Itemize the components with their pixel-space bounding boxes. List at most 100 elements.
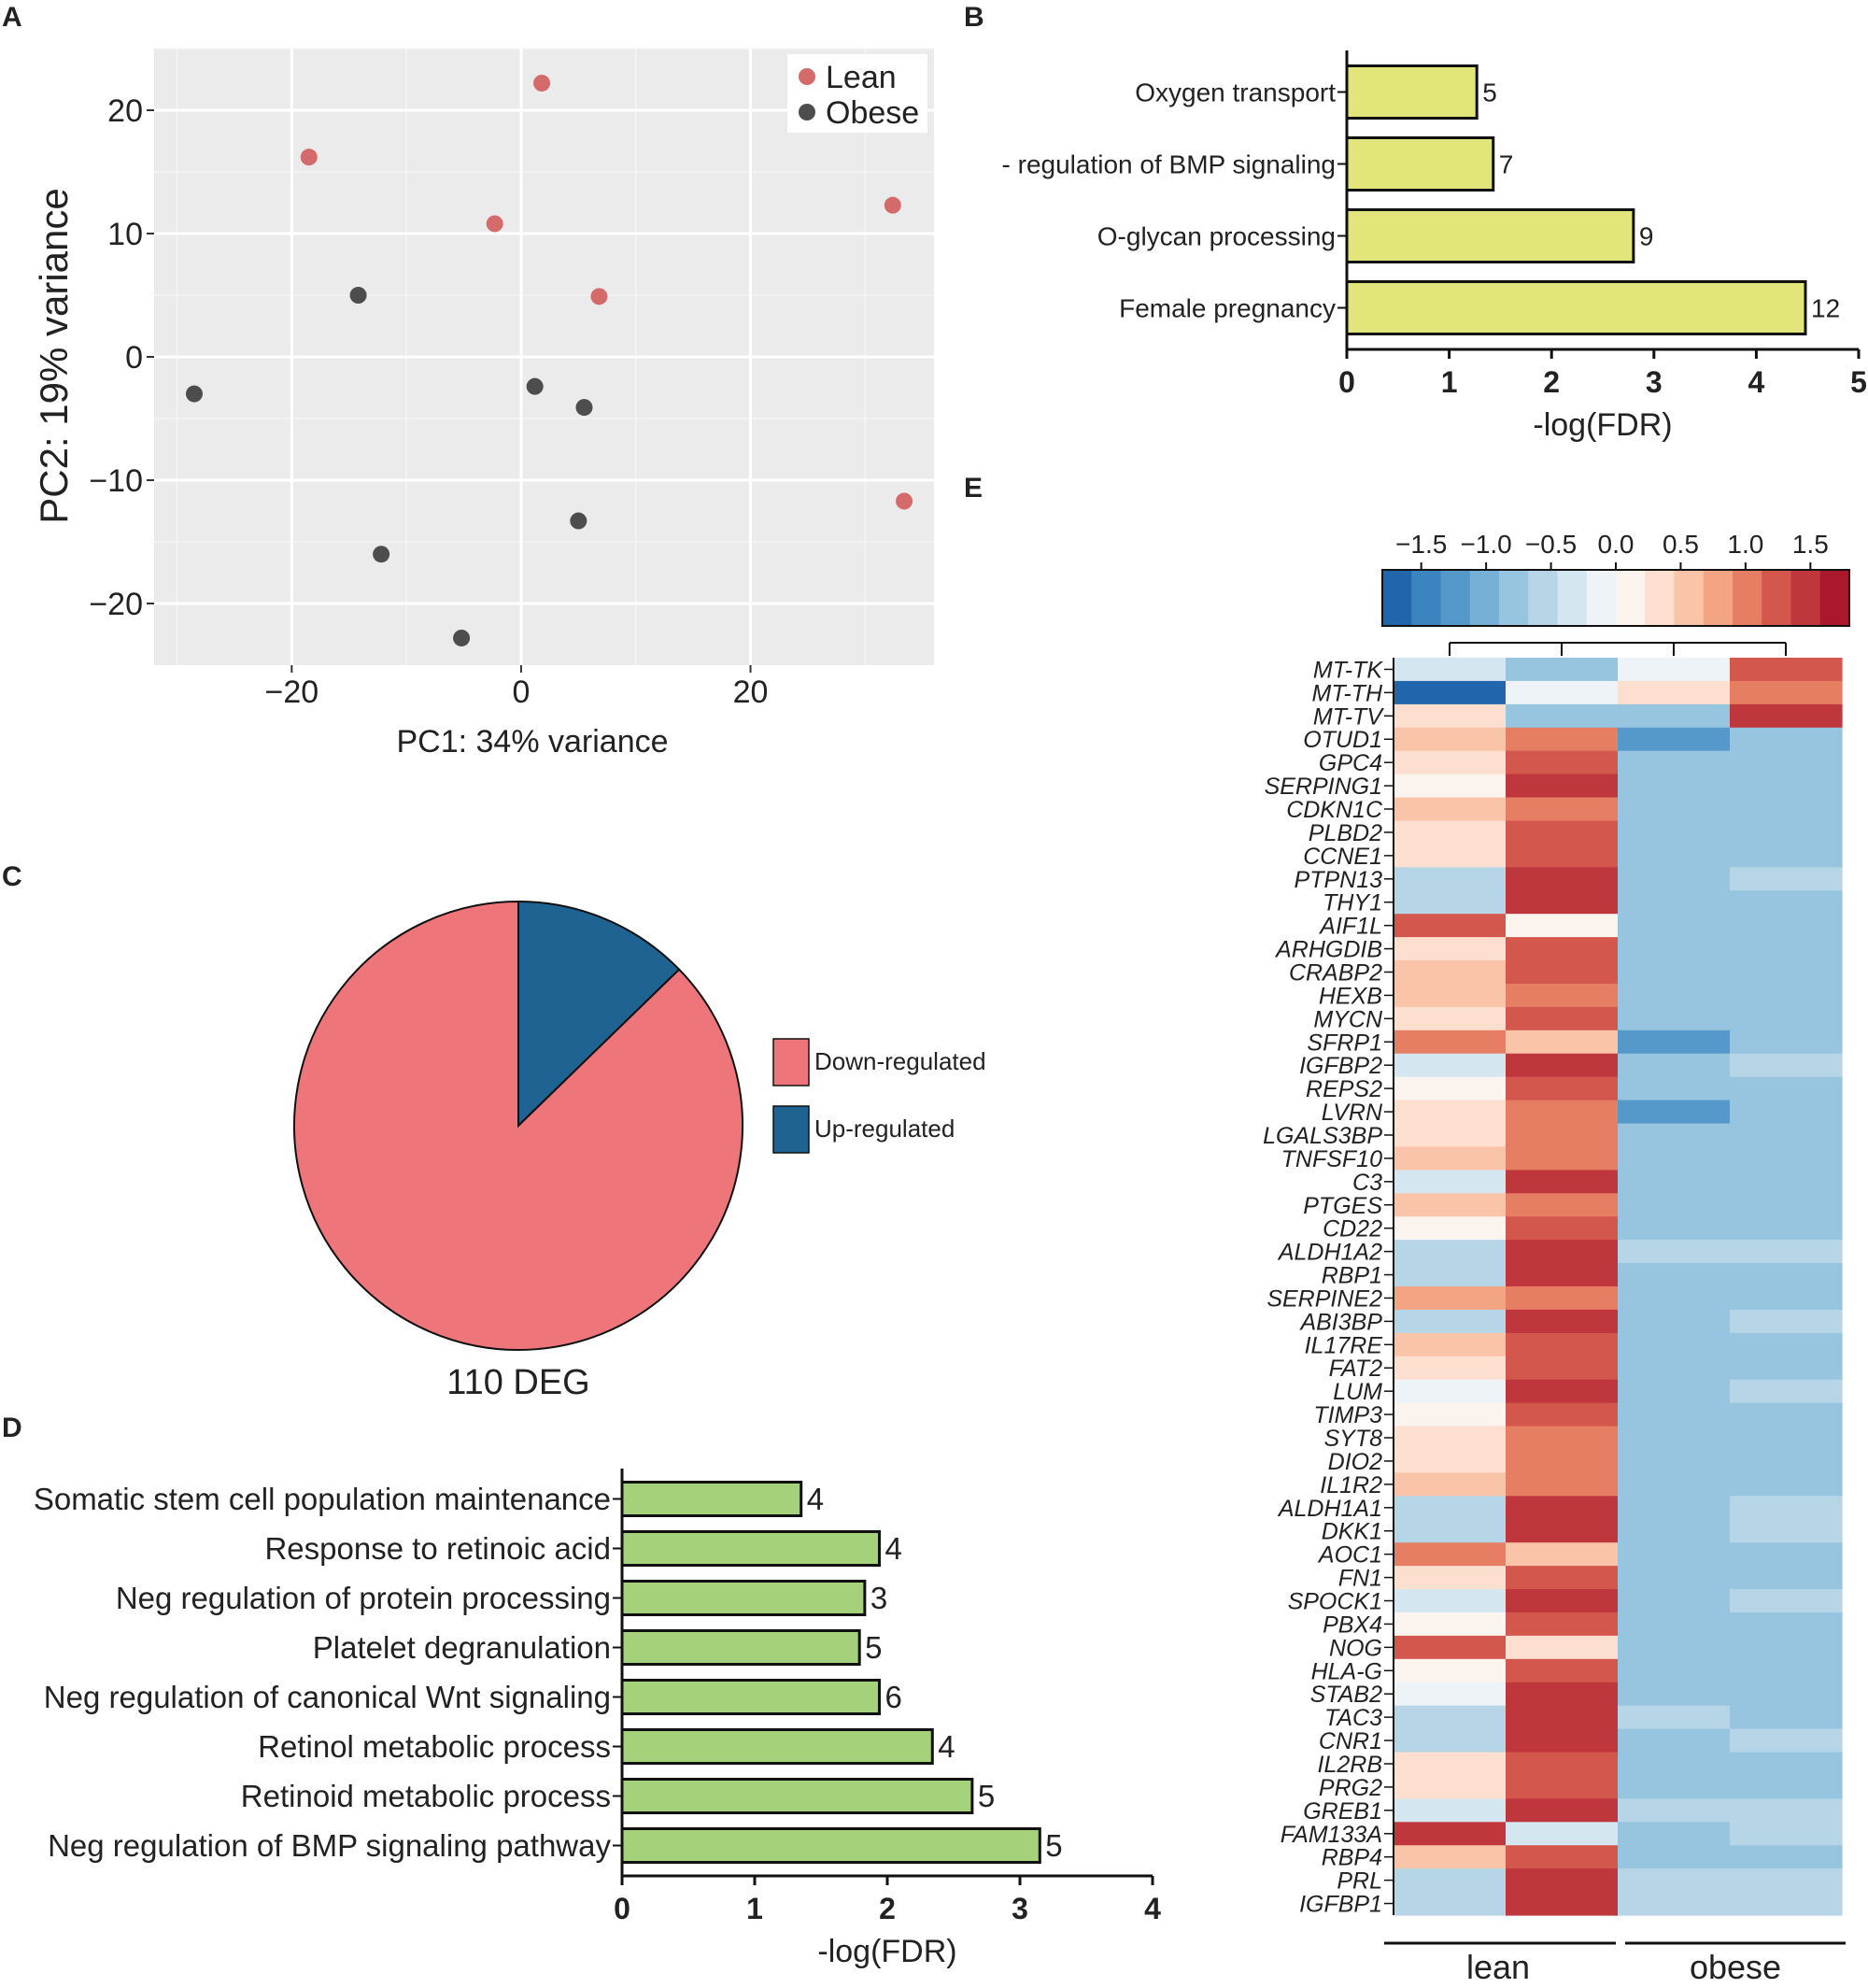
go-d-bar xyxy=(620,1778,974,1814)
heatmap-cell xyxy=(1618,1263,1731,1287)
heatmap-cell xyxy=(1506,658,1619,682)
heatmap-cell xyxy=(1730,1076,1843,1101)
go-d-gene-count-label: 5 xyxy=(1045,1828,1062,1863)
heatmap-cell xyxy=(1506,1170,1619,1194)
panel-label-e: E xyxy=(964,473,983,504)
heatmap-row-label: SFRP1 xyxy=(1307,1030,1382,1056)
go-d-gene-count-label: 4 xyxy=(938,1729,955,1764)
heatmap-scale-swatch xyxy=(1674,570,1705,626)
pca-y-tick-label: 0 xyxy=(125,340,143,376)
heatmap-cell xyxy=(1730,1566,1843,1590)
heatmap-scale-swatch xyxy=(1762,570,1792,626)
go-b-gene-count-label: 9 xyxy=(1639,221,1654,250)
heatmap-row-label: RBP4 xyxy=(1322,1845,1382,1871)
heatmap-cell xyxy=(1618,820,1731,845)
heatmap-cell xyxy=(1506,1519,1619,1543)
heatmap-scale-tick-label: 0.5 xyxy=(1663,530,1699,559)
heatmap-cell xyxy=(1618,844,1731,868)
heatmap-cell xyxy=(1730,1379,1843,1404)
heatmap-cell xyxy=(1394,658,1507,682)
pca-y-axis-title: PC2: 19% variance xyxy=(32,188,76,524)
heatmap-cell xyxy=(1730,1030,1843,1055)
go-b-bar xyxy=(1345,280,1807,335)
heatmap-cell xyxy=(1394,680,1507,705)
pca-point-obese xyxy=(575,399,593,417)
go-d-x-tick-label: 1 xyxy=(746,1892,763,1925)
heatmap-cell xyxy=(1618,960,1731,985)
heatmap-cell xyxy=(1394,1193,1507,1217)
panel-label-d: D xyxy=(2,1413,22,1443)
pca-point-lean xyxy=(590,288,608,305)
heatmap-cell xyxy=(1506,1216,1619,1241)
deg-pie-chart: 110 DEG Down-regulated Up-regulated xyxy=(293,900,986,1402)
heatmap-cell xyxy=(1618,1286,1731,1311)
heatmap-cell xyxy=(1394,1868,1507,1893)
heatmap-row-label: THY1 xyxy=(1323,890,1382,916)
heatmap-cell xyxy=(1730,1123,1843,1148)
heatmap-cell xyxy=(1618,1472,1731,1497)
heatmap-cell xyxy=(1506,820,1619,845)
heatmap-cell xyxy=(1618,1426,1731,1451)
heatmap-cell xyxy=(1730,703,1843,729)
go-d-gene-count-label: 5 xyxy=(865,1630,882,1665)
go-d-gene-count-label: 5 xyxy=(978,1779,995,1813)
heatmap-row-label: ALDH1A2 xyxy=(1277,1240,1382,1266)
heatmap-cell xyxy=(1394,1472,1507,1497)
heatmap-cell xyxy=(1618,1449,1731,1474)
heatmap-cell xyxy=(1618,890,1731,915)
pca-point-obese xyxy=(349,287,367,304)
heatmap-scale-swatch xyxy=(1557,570,1588,626)
heatmap-row-label: SERPINE2 xyxy=(1267,1285,1382,1312)
heatmap-cell xyxy=(1730,1426,1843,1451)
heatmap-cell xyxy=(1506,727,1619,752)
go-d-x-tick-label: 3 xyxy=(1012,1892,1028,1925)
heatmap-cell xyxy=(1618,1566,1731,1590)
heatmap-cell xyxy=(1394,1542,1507,1567)
heatmap-scale-swatch xyxy=(1703,570,1734,626)
heatmap-cell xyxy=(1506,750,1619,775)
go-d-gene-count-label: 3 xyxy=(870,1581,887,1615)
pca-point-obese xyxy=(453,629,471,646)
heatmap-cell xyxy=(1394,1752,1507,1777)
go-d-gene-count-label: 4 xyxy=(807,1482,824,1516)
pie-slice-up-regulated xyxy=(517,900,681,1129)
heatmap-cell xyxy=(1506,1682,1619,1707)
heatmap-row-label: FN1 xyxy=(1338,1566,1382,1592)
heatmap-row-label: GPC4 xyxy=(1319,750,1382,776)
heatmap-row-label: LUM xyxy=(1333,1379,1382,1405)
go-d-category-label: Retinol metabolic process xyxy=(258,1729,611,1764)
heatmap-cell xyxy=(1394,1123,1507,1148)
heatmap-cell xyxy=(1506,680,1619,705)
go-b-gene-count-label: 5 xyxy=(1482,78,1497,106)
pca-point-obese xyxy=(373,546,390,563)
heatmap-row-label: CD22 xyxy=(1323,1216,1382,1242)
go-d-bar xyxy=(620,1679,881,1715)
go-b-x-tick-label: 1 xyxy=(1441,365,1458,399)
heatmap-cell xyxy=(1730,1100,1843,1125)
heatmap-cell xyxy=(1618,937,1731,961)
heatmap-cell xyxy=(1394,914,1507,938)
heatmap-cell xyxy=(1394,750,1507,775)
go-b-bar xyxy=(1345,136,1495,192)
heatmap-cell xyxy=(1506,1053,1619,1078)
heatmap-cell xyxy=(1618,1379,1731,1404)
heatmap-cell xyxy=(1506,1892,1619,1916)
heatmap-cell xyxy=(1506,1076,1619,1101)
heatmap-cell xyxy=(1394,1286,1507,1311)
panel-label-c: C xyxy=(2,861,22,892)
heatmap-cell xyxy=(1730,1542,1843,1567)
heatmap-cell xyxy=(1394,844,1507,868)
heatmap-cell xyxy=(1506,1240,1619,1264)
pca-legend-label-lean: Lean xyxy=(826,60,897,95)
heatmap-cell xyxy=(1618,1240,1731,1264)
go-d-bar xyxy=(620,1481,803,1517)
heatmap-scale-swatch xyxy=(1440,570,1471,626)
heatmap-cell xyxy=(1506,1146,1619,1171)
heatmap-cell xyxy=(1730,1658,1843,1683)
heatmap-row-label: LVRN xyxy=(1322,1100,1383,1126)
pca-point-lean xyxy=(486,215,503,233)
heatmap-row-label: IL2RB xyxy=(1318,1752,1382,1778)
go-b-bar xyxy=(1345,64,1479,120)
heatmap-cell xyxy=(1730,1472,1843,1497)
heatmap-cell xyxy=(1730,1635,1843,1660)
